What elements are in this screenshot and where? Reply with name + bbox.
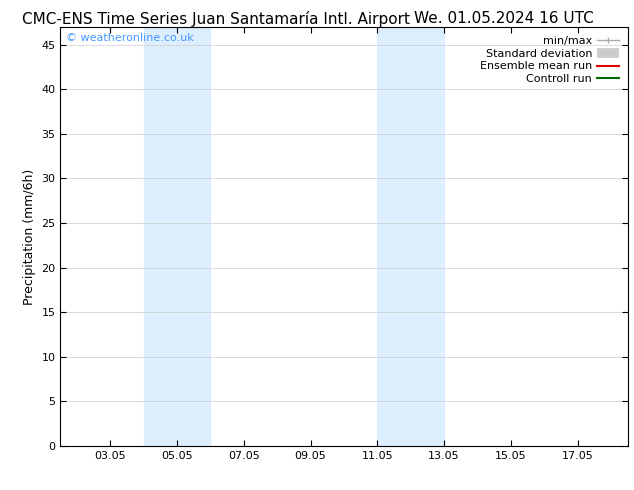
Bar <box>377 27 444 446</box>
Text: CMC-ENS Time Series Juan Santamaría Intl. Airport: CMC-ENS Time Series Juan Santamaría Intl… <box>22 11 410 27</box>
Y-axis label: Precipitation (mm/6h): Precipitation (mm/6h) <box>23 168 36 305</box>
Bar <box>144 27 210 446</box>
Legend: min/max, Standard deviation, Ensemble mean run, Controll run: min/max, Standard deviation, Ensemble me… <box>477 32 622 88</box>
Text: We. 01.05.2024 16 UTC: We. 01.05.2024 16 UTC <box>414 11 594 26</box>
Text: © weatheronline.co.uk: © weatheronline.co.uk <box>66 33 193 43</box>
